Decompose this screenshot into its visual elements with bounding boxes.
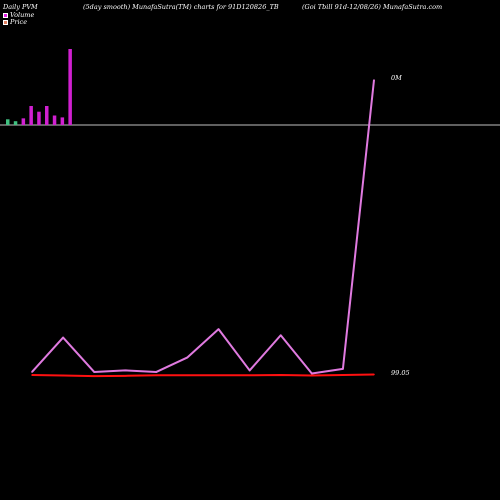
volume-line xyxy=(31,79,375,375)
volume-value-label: 0M xyxy=(391,74,402,82)
volume-bar xyxy=(52,115,57,125)
price-point xyxy=(62,374,64,377)
volume-line-series xyxy=(31,79,375,375)
volume-point xyxy=(373,79,375,81)
volume-point xyxy=(31,371,33,373)
price-point xyxy=(248,374,251,377)
volume-point xyxy=(124,369,127,372)
volume-bar xyxy=(68,49,72,125)
volume-point xyxy=(342,368,344,370)
legend-volume-label: Volume xyxy=(10,11,35,19)
legend-volume-swatch xyxy=(3,12,8,18)
volume-bar xyxy=(37,111,41,125)
price-point xyxy=(124,375,127,377)
legend-volume: Volume xyxy=(3,11,34,19)
volume-point xyxy=(186,356,189,359)
volume-point xyxy=(155,371,158,373)
volume-point xyxy=(217,328,220,330)
price-line xyxy=(31,373,375,378)
chart-header-title: (5day smooth) MunafaSutra(TM) charts for… xyxy=(83,3,279,11)
volume-bar xyxy=(45,106,49,125)
legend-price: Price xyxy=(3,18,27,26)
price-point xyxy=(31,374,33,376)
volume-bar xyxy=(6,119,10,125)
price-point xyxy=(93,375,95,377)
volume-bar xyxy=(21,118,26,125)
chart-header-left: Daily PVM xyxy=(3,3,38,11)
price-line-series xyxy=(31,373,375,378)
legend-price-label: Price xyxy=(10,18,28,26)
price-point xyxy=(155,374,158,377)
volume-point xyxy=(248,369,251,372)
volume-bar xyxy=(13,121,18,125)
volume-point xyxy=(93,371,95,373)
price-point xyxy=(342,374,344,376)
volume-point xyxy=(279,334,282,337)
volume-point xyxy=(311,372,313,375)
volume-bars xyxy=(6,49,72,125)
volume-bar xyxy=(60,117,65,125)
price-point xyxy=(311,374,313,377)
price-point xyxy=(279,374,282,376)
legend-price-swatch xyxy=(3,19,8,25)
volume-point xyxy=(62,336,64,339)
price-point xyxy=(186,374,189,377)
price-point xyxy=(217,374,220,377)
price-point xyxy=(373,373,375,376)
volume-bar xyxy=(29,106,33,125)
chart-header-right: (Goi Tbill 91d-12/08/26) MunafaSutra.com xyxy=(302,3,443,11)
price-value-label: 99.05 xyxy=(391,369,410,377)
